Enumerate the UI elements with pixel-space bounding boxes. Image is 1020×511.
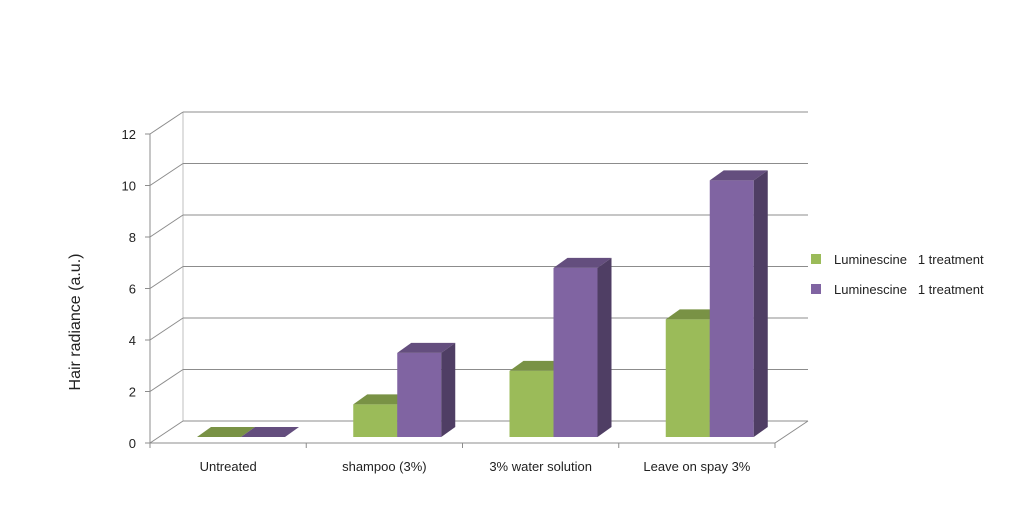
bar	[397, 352, 442, 437]
x-axis: Untreated shampoo (3%) 3% water solution Le…	[149, 443, 776, 474]
x-tick-label: Untreated	[200, 459, 257, 474]
bar	[709, 180, 754, 437]
bar-top	[553, 257, 612, 268]
bar	[553, 267, 598, 437]
bar-top	[353, 394, 412, 405]
legend-label: Luminescine 1 treatment	[834, 282, 984, 297]
gridline	[149, 214, 184, 238]
bar	[509, 370, 554, 437]
bar-side	[597, 257, 612, 437]
gridline	[149, 317, 184, 341]
y-axis-label: Hair radiance (a.u.)	[67, 254, 84, 391]
bar-side	[441, 342, 456, 437]
y-tick-label: 6	[129, 282, 136, 297]
gridline	[149, 420, 184, 444]
y-tick-label: 4	[129, 333, 136, 348]
bar-top	[241, 427, 299, 437]
y-tick-label: 8	[129, 230, 136, 245]
legend-swatch	[811, 254, 821, 264]
y-tick-label: 10	[122, 179, 136, 194]
bar	[665, 319, 710, 437]
bar-side	[753, 170, 768, 437]
y-tick-label: 0	[129, 436, 136, 451]
gridline	[149, 369, 184, 392]
bar-top	[709, 170, 768, 181]
bar-top	[397, 342, 456, 353]
bar-top	[509, 360, 568, 371]
bar-top	[665, 309, 724, 320]
gridline	[149, 111, 184, 135]
x-tick-label: 3% water solution	[489, 459, 592, 474]
gridline	[149, 266, 184, 289]
gridlines	[149, 111, 808, 444]
legend-swatch	[811, 284, 821, 294]
legend-label: Luminescine 1 treatment	[834, 252, 984, 267]
gridline	[149, 163, 184, 186]
legend: Luminescine 1 treatment Luminescine 1 tre…	[811, 252, 984, 297]
y-tick-label: 2	[129, 385, 136, 400]
y-axis: 0 2 4 6 8 10 12	[122, 127, 151, 451]
bars	[197, 170, 768, 437]
y-tick-label: 12	[122, 127, 136, 142]
x-tick-label: shampoo (3%)	[342, 459, 427, 474]
x-tick-label: Leave on spay 3%	[643, 459, 750, 474]
bar	[353, 404, 398, 437]
bar-top	[197, 427, 255, 437]
